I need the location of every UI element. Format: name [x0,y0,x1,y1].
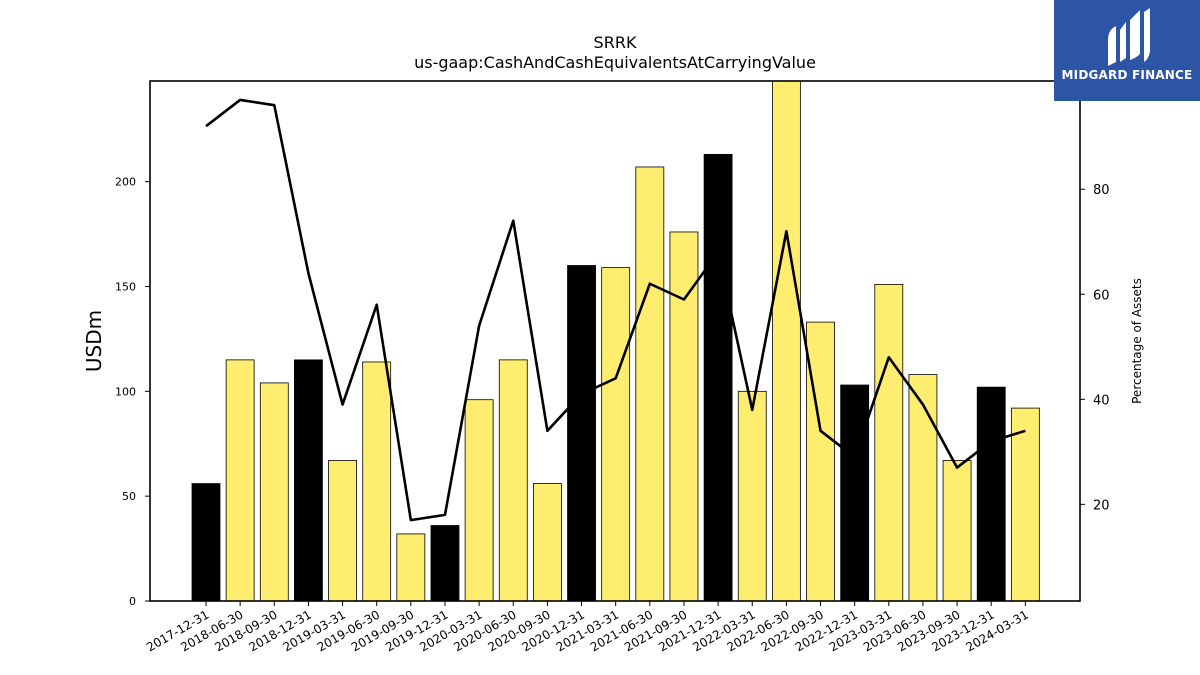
bar-2017-12-31 [191,483,221,602]
y2-tick-label: 80 [1093,183,1110,198]
bar-2021-03-31 [601,267,631,602]
y-tick-label: 50 [122,490,136,503]
y-axis-label: USDm [82,310,106,372]
bar-2019-06-30 [362,361,392,602]
y-axis-right-ticks: 20 40 60 80 [1080,183,1110,513]
x-axis-ticks: 2017-12-312018-06-302018-09-302018-12-31… [144,601,1031,654]
axes [149,80,1081,602]
logo-text: MIDGARD FINANCE [1061,68,1193,82]
chart-title: SRRK [594,33,637,52]
bar-2024-03-31 [1010,407,1040,602]
y2-tick-label: 60 [1093,288,1110,303]
y-tick-label: 150 [115,280,136,293]
y2-tick-label: 20 [1093,498,1110,513]
y-tick-label: 100 [115,385,136,398]
y2-axis-label: Percentage of Assets [1130,278,1144,404]
bar-2022-03-31 [737,390,767,602]
bar-2019-03-31 [328,460,357,602]
bar-2020-06-30 [498,359,528,602]
bar-2023-06-30 [908,374,938,602]
midgard-finance-logo: MIDGARD FINANCE [1054,0,1200,101]
bar-2022-09-30 [806,321,835,602]
bar-2019-09-30 [396,533,426,602]
bar-2022-06-30 [771,80,801,602]
y-tick-label: 200 [115,176,136,189]
bar-2023-09-30 [942,460,972,602]
percentage-line [205,98,1026,522]
bar-2018-09-30 [259,382,289,602]
bar-2020-09-30 [533,483,562,602]
bar-series [191,80,1040,602]
bar-2019-12-31 [430,525,460,602]
bar-2021-06-30 [635,166,665,602]
bar-2023-03-31 [874,283,904,602]
bar-2022-12-31 [840,384,870,602]
y-tick-label: 0 [129,595,136,608]
line-series [205,98,1026,522]
bar-2018-06-30 [225,359,255,602]
bar-2023-12-31 [976,386,1006,602]
chart-subtitle: us-gaap:CashAndCashEquivalentsAtCarrying… [414,53,816,72]
plot-frame [149,80,1081,602]
bar-2020-12-31 [567,265,596,602]
bar-2020-03-31 [464,399,494,602]
midgard-logo-icon [1108,8,1150,66]
bar-2021-09-30 [669,231,699,602]
y2-tick-label: 40 [1093,393,1110,408]
bar-2018-12-31 [294,359,323,602]
bar-2021-12-31 [703,153,733,602]
y-axis-left-ticks: 0 50 100 150 200 [115,176,150,608]
